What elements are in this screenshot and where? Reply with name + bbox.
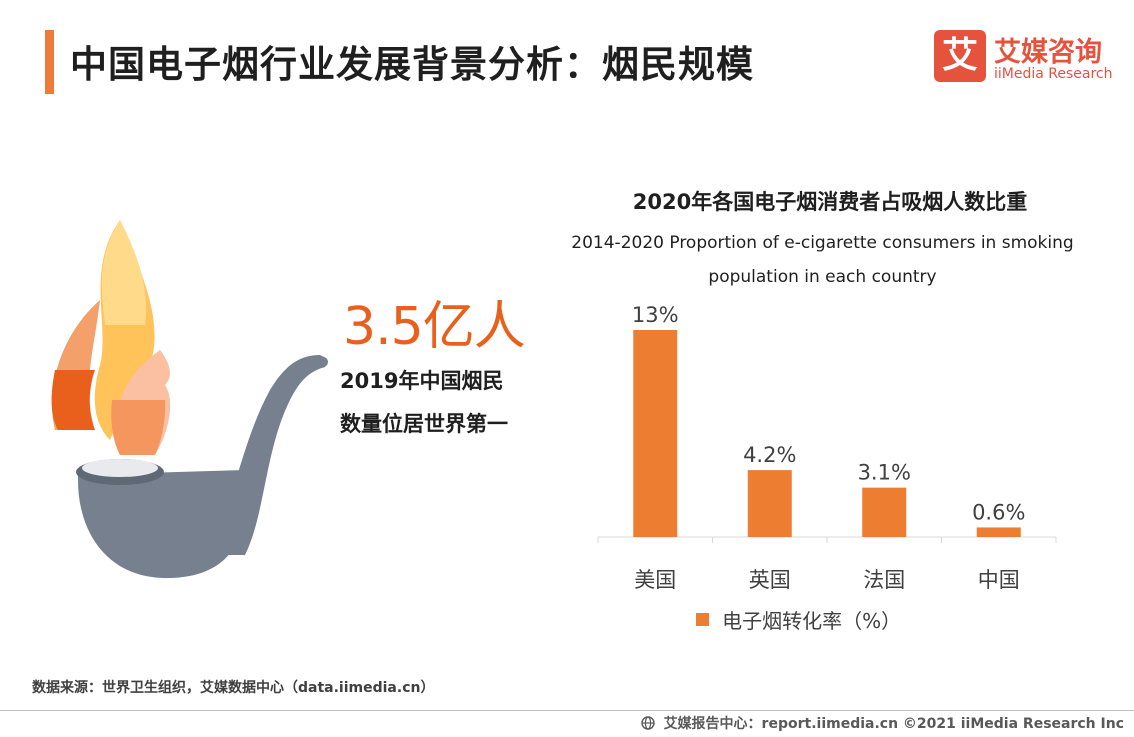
title-accent-bar — [45, 30, 54, 94]
data-label-3: 0.6% — [972, 500, 1025, 524]
footer: 艾媒报告中心：report.iimedia.cn ©2021 iiMedia R… — [640, 713, 1124, 733]
bar-2 — [862, 487, 907, 537]
x-tick-label-0: 美国 — [634, 568, 676, 592]
footer-text: 艾媒报告中心：report.iimedia.cn ©2021 iiMedia R… — [663, 716, 1124, 732]
flame-center-light — [101, 220, 147, 325]
x-tick-label-1: 英国 — [749, 568, 791, 592]
page-title: 中国电子烟行业发展背景分析：烟民规模 — [70, 43, 754, 86]
legend-label: 电子烟转化率（%） — [722, 609, 902, 633]
flame-left-base — [51, 370, 95, 430]
x-tick-label-3: 中国 — [978, 568, 1020, 592]
logo-icon: 艾 — [934, 30, 986, 82]
brand-logo: 艾 艾媒咨询 iiMedia Research — [934, 30, 1114, 86]
legend-swatch — [696, 613, 709, 626]
data-label-1: 4.2% — [743, 443, 796, 467]
smoker-count-caption-line1: 2019年中国烟民 — [340, 369, 504, 393]
globe-icon — [640, 716, 655, 730]
x-tick-label-2: 法国 — [863, 568, 905, 592]
data-label-2: 3.1% — [858, 461, 911, 485]
data-source: 数据来源：世界卫生组织，艾媒数据中心（data.iimedia.cn） — [32, 680, 435, 696]
data-label-0: 13% — [632, 303, 679, 327]
chart-title: 2020年各国电子烟消费者占吸烟人数比重 — [632, 190, 1028, 214]
pipe-bowl — [78, 470, 245, 579]
pipe-icon — [51, 220, 328, 579]
smoker-count-caption-line2: 数量位居世界第一 — [340, 412, 508, 436]
pipe-mouthpiece — [312, 356, 328, 368]
bar-0 — [633, 330, 678, 537]
chart-subtitle: 2014-2020 Proportion of e-cigarette cons… — [571, 233, 1074, 287]
smoker-count-value: 3.5亿人 — [343, 297, 526, 357]
flame-right-base — [111, 400, 166, 455]
footer-divider — [0, 710, 1134, 711]
logo-name-cn: 艾媒咨询 — [994, 37, 1102, 68]
pipe-bowl-opening — [82, 459, 158, 477]
bar-3 — [976, 527, 1021, 537]
chart-legend: 电子烟转化率（%） — [696, 605, 901, 633]
logo-name-en: iiMedia Research — [994, 66, 1113, 82]
bar-1 — [747, 470, 792, 537]
